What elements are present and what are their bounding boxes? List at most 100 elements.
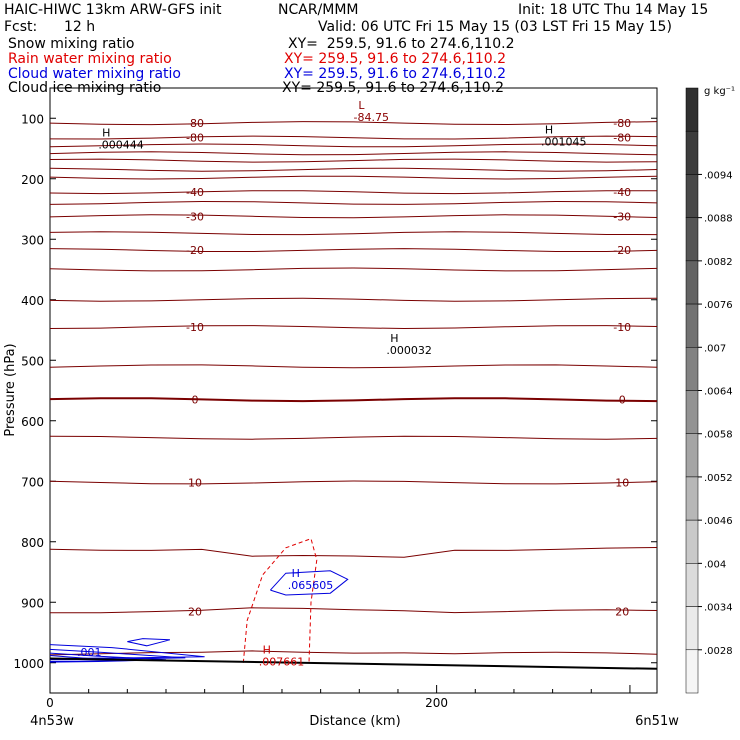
extremum-value: .001045 bbox=[541, 135, 587, 148]
contour-label: 10 bbox=[188, 476, 202, 489]
temperature-contour bbox=[50, 607, 658, 614]
extremum-marker: H bbox=[263, 644, 271, 657]
temperature-contour bbox=[49, 248, 658, 252]
extremum-marker: H bbox=[545, 123, 553, 136]
colorbar-label: .0058 bbox=[704, 430, 733, 441]
cloud-water-contour bbox=[49, 644, 205, 659]
temperature-contour bbox=[49, 175, 658, 180]
legend-cloudwater-xy: XY= 259.5, 91.6 to 274.6,110.2 bbox=[284, 66, 507, 82]
colorbar-cell bbox=[685, 649, 699, 694]
colorbar-cell bbox=[685, 390, 699, 434]
contour-label: -30 bbox=[186, 210, 204, 223]
y-axis-label: Pressure (hPa) bbox=[3, 343, 18, 436]
contour-label: -80 bbox=[613, 132, 631, 145]
extremum-marker: H bbox=[390, 332, 398, 345]
contour-label: -40 bbox=[186, 186, 204, 199]
plot-frame bbox=[49, 87, 658, 694]
y-tick-label: 500 bbox=[21, 354, 44, 368]
contour-label: -20 bbox=[186, 244, 204, 257]
y-tick-label: 200 bbox=[21, 173, 44, 187]
cloud-water-contour bbox=[270, 570, 349, 596]
x-tick-label: 200 bbox=[425, 696, 448, 710]
x-right-location: 6n51w bbox=[635, 714, 679, 729]
colorbar-unit: g kg⁻¹ bbox=[704, 86, 735, 97]
y-tick-label: 700 bbox=[21, 475, 44, 489]
extremum-value: .000032 bbox=[386, 344, 432, 357]
contour-label: 0 bbox=[619, 394, 626, 407]
forecast-label: Fcst: bbox=[4, 19, 38, 35]
extremum-value: .065605 bbox=[288, 579, 334, 592]
y-tick-label: 900 bbox=[21, 596, 44, 610]
temperature-contour bbox=[49, 397, 658, 403]
contour-label: -30 bbox=[613, 210, 631, 223]
temperature-contour bbox=[49, 267, 658, 272]
temperature-contour bbox=[49, 158, 658, 163]
temperature-contour bbox=[49, 143, 658, 148]
contour-label: -10 bbox=[186, 321, 204, 334]
temperature-contour bbox=[49, 231, 658, 236]
legend-snow-xy: XY= 259.5, 91.6 to 274.6,110.2 bbox=[288, 36, 515, 52]
y-tick-label: 300 bbox=[21, 233, 44, 247]
model-title: HAIC-HIWC 13km ARW-GFS init bbox=[4, 2, 222, 18]
extremum-value: .007661 bbox=[259, 656, 305, 669]
legend-snow-label: Snow mixing ratio bbox=[8, 36, 135, 52]
colorbar-cell bbox=[685, 87, 699, 132]
temperature-contour bbox=[49, 135, 658, 140]
contour-label: -10 bbox=[613, 321, 631, 334]
colorbar-label: .0046 bbox=[704, 516, 733, 527]
contour-label: 20 bbox=[188, 605, 202, 618]
colorbar-cell bbox=[685, 563, 699, 607]
init-time: Init: 18 UTC Thu 14 May 15 bbox=[518, 2, 709, 18]
contour-label: -20 bbox=[613, 244, 631, 257]
extremum-value: .001 bbox=[77, 646, 102, 659]
x-left-location: 4n53w bbox=[30, 714, 74, 729]
colorbar-label: .0094 bbox=[704, 170, 733, 181]
surface-line bbox=[49, 657, 658, 670]
colorbar-cell bbox=[685, 606, 699, 651]
extremum-value: .000444 bbox=[98, 138, 144, 151]
rain-water-contour bbox=[242, 538, 318, 663]
contour-label: -80 bbox=[186, 117, 204, 130]
temperature-contour bbox=[49, 167, 658, 172]
temperature-contour bbox=[49, 364, 658, 369]
colorbar-label: .0088 bbox=[704, 214, 733, 225]
contour-label: -80 bbox=[613, 117, 631, 130]
colorbar-label: .0034 bbox=[704, 603, 733, 614]
temperature-contour bbox=[49, 200, 658, 205]
colorbar-cell bbox=[685, 174, 699, 218]
temperature-contour bbox=[49, 435, 658, 440]
colorbar-label: .0076 bbox=[704, 300, 733, 311]
y-tick-label: 800 bbox=[21, 536, 44, 550]
extremum-value: -84.75 bbox=[354, 111, 389, 124]
legend-cloudwater-label: Cloud water mixing ratio bbox=[8, 66, 181, 82]
colorbar-label: .007 bbox=[704, 343, 726, 354]
temperature-contour bbox=[49, 121, 658, 126]
forecast-value: 12 h bbox=[64, 19, 96, 35]
center-title: NCAR/MMM bbox=[278, 2, 359, 18]
temperature-contour bbox=[49, 151, 658, 156]
extremum-marker: L bbox=[358, 99, 365, 112]
y-tick-label: 400 bbox=[21, 294, 44, 308]
colorbar-cell bbox=[685, 476, 699, 521]
legend-rain-xy: XY= 259.5, 91.6 to 274.6,110.2 bbox=[284, 51, 507, 67]
temperature-contour bbox=[49, 190, 658, 195]
colorbar-label: .0028 bbox=[704, 646, 733, 657]
temperature-contour bbox=[49, 297, 658, 302]
contour-label: -40 bbox=[613, 186, 631, 199]
colorbar-label: .004 bbox=[704, 559, 726, 570]
colorbar-cell bbox=[685, 260, 699, 305]
contour-label: -80 bbox=[186, 132, 204, 145]
temperature-contour bbox=[49, 325, 658, 330]
temperature-contour bbox=[49, 547, 658, 558]
colorbar-cell bbox=[685, 130, 699, 175]
cloud-water-contour bbox=[127, 638, 171, 647]
contour-label: 20 bbox=[615, 605, 629, 618]
colorbar-cell bbox=[685, 303, 699, 348]
temperature-contour bbox=[49, 650, 658, 656]
contour-label: 10 bbox=[615, 476, 629, 489]
colorbar-label: .0064 bbox=[704, 387, 733, 398]
valid-time: Valid: 06 UTC Fri 15 May 15 (03 LST Fri … bbox=[318, 19, 672, 35]
y-tick-label: 100 bbox=[21, 112, 44, 126]
temperature-contour bbox=[49, 214, 658, 219]
